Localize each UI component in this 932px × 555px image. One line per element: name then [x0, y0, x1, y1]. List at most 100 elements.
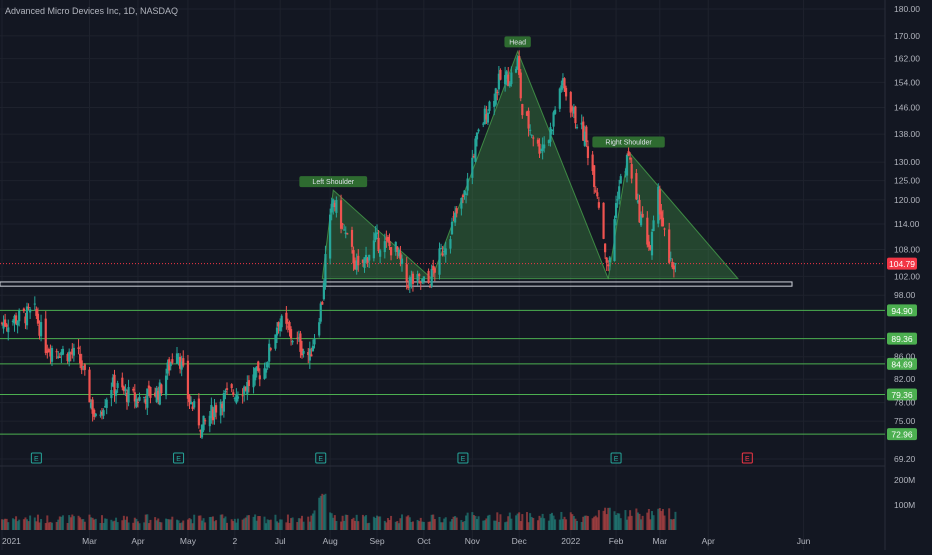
candle-body — [160, 384, 163, 394]
candle-body — [299, 333, 302, 352]
candle-body — [14, 315, 18, 324]
volume-bar — [285, 522, 288, 530]
candle-body — [472, 156, 475, 158]
volume-bar — [180, 522, 183, 530]
volume-bar — [596, 517, 599, 530]
volume-bar — [176, 519, 178, 530]
volume-bar — [658, 508, 661, 530]
volume-bar — [211, 516, 214, 530]
candle-body — [532, 137, 535, 139]
volume-bar — [302, 521, 305, 530]
candle-body — [574, 106, 577, 124]
volume-bar — [618, 513, 621, 530]
candle-body — [69, 352, 72, 354]
volume-bar — [422, 521, 425, 530]
volume-bar — [591, 518, 594, 530]
candle-body — [652, 220, 655, 232]
volume-bar — [168, 519, 171, 530]
volume-bar — [351, 519, 353, 530]
earnings-marker[interactable] — [457, 452, 469, 464]
candle-body — [454, 212, 457, 223]
candle-body — [186, 360, 190, 399]
candle-body — [460, 198, 463, 209]
earnings-marker[interactable] — [30, 452, 42, 464]
volume-bar — [332, 517, 335, 530]
volume-bar — [452, 516, 455, 530]
candle-body — [307, 351, 310, 356]
volume-bar — [407, 515, 410, 530]
volume-bar — [638, 513, 641, 530]
candle-body — [668, 229, 671, 263]
candle-body — [38, 325, 41, 336]
candle-body — [233, 398, 236, 400]
candle-body — [432, 265, 435, 271]
pattern-labels: Left Shoulder Head Right Shoulder — [299, 36, 665, 188]
candle-body — [635, 173, 638, 200]
candle-body — [110, 389, 113, 399]
candle-body — [149, 386, 152, 398]
volume-bar — [571, 514, 574, 530]
earnings-marker[interactable] — [610, 452, 622, 464]
volume-bar — [465, 515, 468, 530]
volume-bar — [427, 521, 430, 530]
current-price-label: 104.79 — [889, 259, 915, 269]
earnings-marker[interactable] — [315, 452, 327, 464]
volume-bar — [586, 516, 589, 530]
candle-body — [525, 111, 529, 116]
volume-bar — [13, 519, 16, 530]
volume-bar — [60, 516, 63, 530]
volume-bar — [68, 515, 71, 530]
volume-bar — [669, 519, 672, 530]
volume-bar — [310, 515, 313, 530]
price-tick-label: 86.00 — [894, 352, 916, 362]
time-tick-label: Feb — [609, 536, 624, 546]
earnings-letter: E — [461, 456, 466, 463]
candle-body — [499, 69, 502, 80]
volume-bar — [101, 515, 103, 530]
earnings-marker[interactable] — [173, 452, 185, 464]
volume-bar — [574, 518, 577, 530]
candle-body — [586, 146, 590, 159]
volume-bar — [346, 514, 349, 530]
neckline-zone[interactable] — [0, 281, 793, 287]
level-badge — [887, 428, 917, 441]
horizontal-levels[interactable]: 94.90 89.36 84.69 79.36 72.96 104.79 — [0, 257, 917, 441]
head-label-bg — [504, 36, 531, 48]
candle-body — [211, 409, 215, 421]
price-tick-label: 170.00 — [894, 31, 920, 41]
volume-bar — [233, 518, 236, 530]
candle-body — [430, 268, 433, 287]
volume-bar — [641, 515, 644, 530]
candle-body — [33, 303, 36, 305]
volume-bar — [276, 521, 278, 530]
time-tick-label: Sep — [369, 536, 384, 546]
volume-bar — [291, 517, 294, 530]
candle-body — [158, 382, 161, 405]
volume-bar — [226, 522, 228, 530]
volume-bar — [386, 518, 389, 530]
candle-body — [146, 388, 149, 408]
volume-bar — [149, 519, 152, 530]
volume-bar — [630, 515, 633, 530]
candle-body — [4, 319, 7, 327]
volume-bar — [569, 512, 572, 530]
time-tick-label: Oct — [417, 536, 431, 546]
volume-bar — [543, 518, 546, 530]
level-badge — [887, 357, 917, 370]
candle-body — [547, 140, 550, 144]
candle-body — [618, 186, 621, 199]
volume-bar — [219, 514, 222, 530]
volume-bar — [46, 515, 49, 530]
volume-bar — [99, 523, 102, 530]
candle-body — [429, 286, 432, 288]
volume-bar — [527, 522, 530, 530]
candle-body — [543, 144, 546, 149]
candle-body — [105, 399, 108, 408]
candle-body — [408, 277, 411, 287]
volume-bar — [51, 522, 53, 530]
candle-body — [66, 353, 69, 361]
earnings-marker-upcoming[interactable] — [741, 452, 753, 464]
